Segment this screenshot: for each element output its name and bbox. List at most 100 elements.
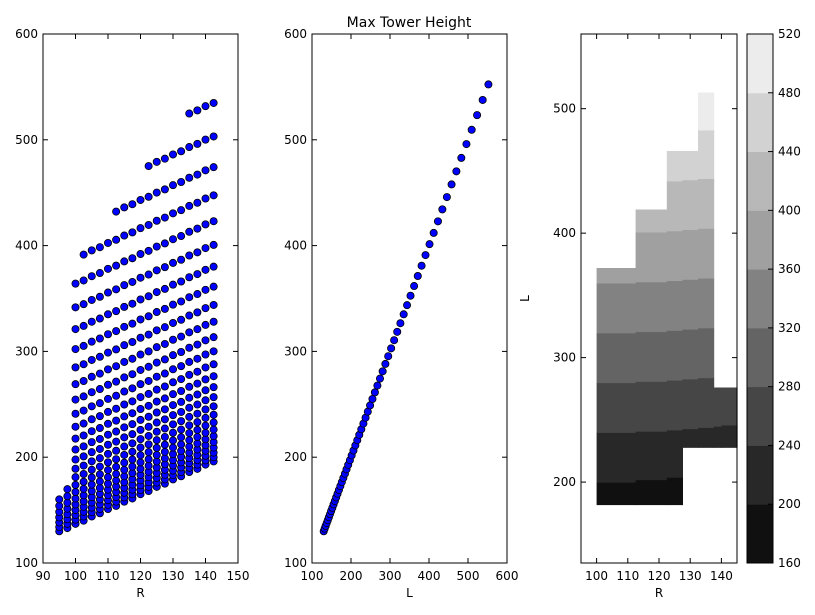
scatter-r-point [87, 272, 96, 281]
scatter-r-point [79, 419, 88, 428]
scatter-r-point [168, 428, 177, 437]
scatter-r-point [71, 473, 80, 482]
scatter-r-point [201, 375, 210, 384]
scatter-r-point [209, 383, 218, 392]
scatter-l-point [473, 111, 482, 120]
contour-band [682, 428, 699, 448]
scatter-r-point [185, 273, 194, 282]
scatter-r-point [193, 270, 202, 279]
scatter-r-point [209, 360, 218, 369]
scatter-r-point [201, 220, 210, 229]
scatter-r-point [144, 220, 153, 229]
scatter-l-xtick-label: 500 [457, 569, 480, 583]
scatter-r-point [185, 382, 194, 391]
scatter-l-xtick-label: 100 [301, 569, 324, 583]
colorbar-swatch [747, 92, 773, 153]
scatter-r-point [104, 440, 113, 449]
scatter-r-ytick-label: 100 [15, 556, 38, 570]
scatter-r-point [79, 276, 88, 285]
scatter-r-point [104, 407, 113, 416]
scatter-r-point [136, 295, 145, 304]
scatter-r-point [95, 334, 104, 343]
scatter-r-point [71, 455, 80, 464]
colorbar-tick-label: 200 [778, 497, 801, 511]
scatter-l-ytick-label: 400 [284, 239, 307, 253]
scatter-r-point [120, 387, 129, 396]
scatter-r-point [152, 443, 161, 452]
contour-ytick-label: 200 [553, 475, 576, 489]
scatter-r-point [112, 345, 121, 354]
scatter-r-point [144, 312, 153, 321]
scatter-r-point [152, 427, 161, 436]
scatter-r-point [160, 154, 169, 163]
scatter-r-point [104, 466, 113, 475]
scatter-r-xtick-label: 150 [227, 569, 250, 583]
scatter-r-point [95, 477, 104, 486]
scatter-r-ytick-label: 300 [15, 344, 38, 358]
scatter-r-xtick-label: 130 [162, 569, 185, 583]
scatter-r-point [144, 422, 153, 431]
scatter-l-ytick-label: 300 [284, 344, 307, 358]
scatter-r-point [112, 235, 121, 244]
scatter-r-point [185, 429, 194, 438]
scatter-l-xtick-label: 400 [418, 569, 441, 583]
scatter-r-point [177, 206, 186, 215]
scatter-r-point [152, 266, 161, 275]
colorbar-swatch [747, 445, 773, 505]
scatter-r-point [120, 433, 129, 442]
scatter-r-point [79, 461, 88, 470]
scatter-r-point [209, 217, 218, 226]
scatter-r-point [168, 420, 177, 429]
scatter-r-point [168, 378, 177, 387]
scatter-r-point [104, 394, 113, 403]
scatter-r-point [112, 437, 121, 446]
scatter-l-frame [311, 33, 508, 564]
scatter-r-point [201, 413, 210, 422]
scatter-r-point [209, 317, 218, 326]
scatter-r-point [63, 485, 72, 494]
scatter-r-point [112, 307, 121, 316]
scatter-r-point [152, 216, 161, 225]
scatter-l-point [396, 319, 405, 328]
scatter-l-point [375, 374, 384, 383]
scatter-r-point [95, 314, 104, 323]
scatter-r-point [120, 257, 129, 266]
scatter-r-point [87, 448, 96, 457]
contour-band [682, 378, 699, 430]
contour-xtick-label: 110 [616, 569, 639, 583]
colorbar-swatch [747, 210, 773, 270]
scatter-r-point [168, 209, 177, 218]
scatter-r-point [193, 106, 202, 115]
scatter-r-point [201, 336, 210, 345]
scatter-r-point [128, 397, 137, 406]
contour-band [698, 427, 715, 448]
scatter-r-point [185, 173, 194, 182]
colorbar: 160 200 240 280 320 360 400 440 480 520 [746, 27, 801, 570]
scatter-r-point [128, 299, 137, 308]
scatter-r-point [201, 386, 210, 395]
scatter-r-point [160, 185, 169, 194]
contour-band [682, 179, 699, 231]
scatter-r-point [152, 418, 161, 427]
colorbar-tick-label: 520 [778, 27, 801, 41]
colorbar-tick-label: 440 [778, 145, 801, 159]
scatter-r-point [87, 427, 96, 436]
scatter-r-point [128, 384, 137, 393]
contour-band [635, 431, 668, 481]
scatter-r-point [177, 332, 186, 341]
scatter-r-point [177, 407, 186, 416]
scatter-r-point [136, 435, 145, 444]
scatter-r-point [177, 315, 186, 324]
scatter-r-point [177, 387, 186, 396]
scatter-r-point [104, 238, 113, 247]
scatter-r-point [136, 393, 145, 402]
scatter-r-point [128, 462, 137, 471]
scatter-r-point [144, 270, 153, 279]
scatter-r-point [104, 449, 113, 458]
contour-panel: 100 110 120 130 140 200 300 400 500 R L [518, 33, 738, 600]
scatter-r-point [120, 357, 129, 366]
scatter-r-point [168, 300, 177, 309]
scatter-r-point [87, 337, 96, 346]
scatter-r-point [144, 455, 153, 464]
